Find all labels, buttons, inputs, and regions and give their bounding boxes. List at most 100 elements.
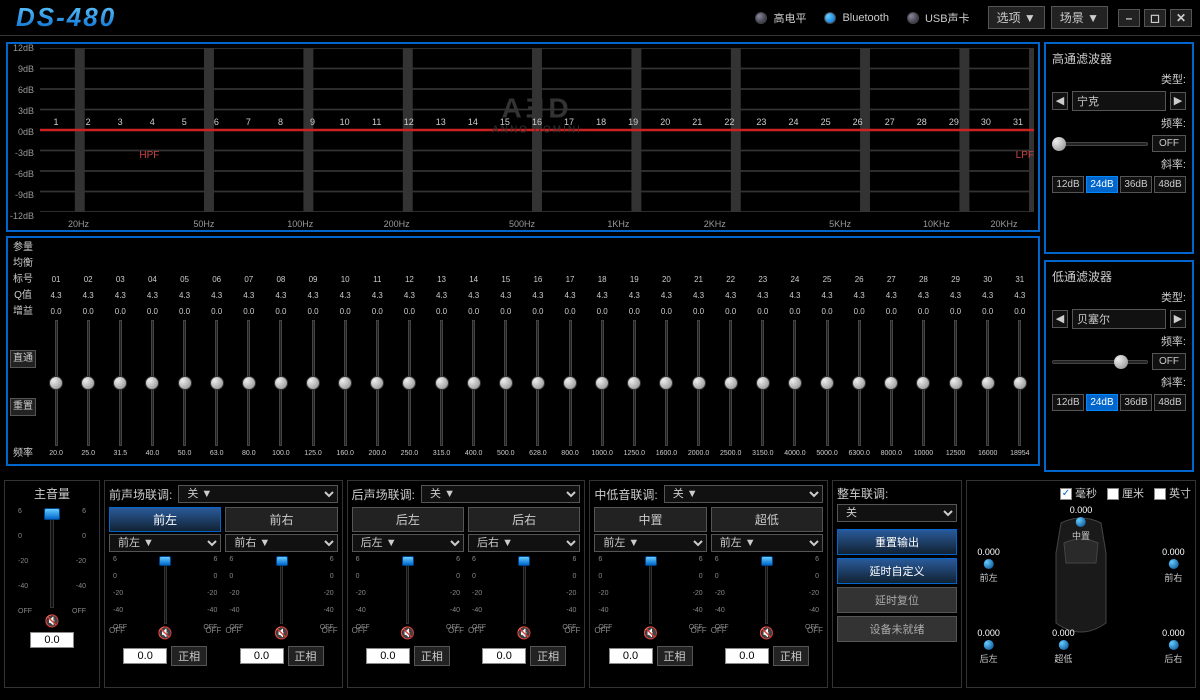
- eq-gain[interactable]: 0.0: [1014, 304, 1025, 320]
- eq-gain[interactable]: 0.0: [83, 304, 94, 320]
- band-marker[interactable]: 10: [340, 117, 350, 127]
- eq-q[interactable]: 4.3: [83, 288, 94, 304]
- eq-slider[interactable]: [72, 320, 104, 446]
- eq-freq[interactable]: 500.0: [497, 446, 515, 462]
- band-marker[interactable]: 25: [821, 117, 831, 127]
- eq-slider[interactable]: [618, 320, 650, 446]
- eq-slider[interactable]: [40, 320, 72, 446]
- eq-q[interactable]: 4.3: [693, 288, 704, 304]
- channel-value[interactable]: [609, 648, 653, 664]
- channel-value[interactable]: [240, 648, 284, 664]
- band-marker[interactable]: 12: [404, 117, 414, 127]
- group-link-select[interactable]: 关 ▼: [178, 485, 337, 503]
- eq-gain[interactable]: 0.0: [468, 304, 479, 320]
- eq-gain[interactable]: 0.0: [757, 304, 768, 320]
- eq-freq[interactable]: 6300.0: [848, 446, 869, 462]
- mute-icon[interactable]: 🔇: [759, 626, 774, 640]
- speaker-前右[interactable]: 0.000前右: [1162, 547, 1185, 584]
- eq-gain[interactable]: 0.0: [854, 304, 865, 320]
- eq-freq[interactable]: 2000.0: [688, 446, 709, 462]
- eq-slider[interactable]: [201, 320, 233, 446]
- minimize-button[interactable]: –: [1118, 9, 1140, 27]
- channel-value[interactable]: [366, 648, 410, 664]
- mute-icon[interactable]: 🔇: [9, 614, 95, 628]
- eq-slider[interactable]: [361, 320, 393, 446]
- eq-freq[interactable]: 10000: [914, 446, 933, 462]
- speaker-前左[interactable]: 0.000前左: [977, 547, 1000, 584]
- eq-q[interactable]: 4.3: [950, 288, 961, 304]
- channel-button[interactable]: 前右: [225, 507, 337, 532]
- eq-slider[interactable]: [265, 320, 297, 446]
- connection-Bluetooth[interactable]: Bluetooth: [824, 10, 888, 26]
- phase-button[interactable]: 正相: [530, 646, 566, 666]
- eq-gain[interactable]: 0.0: [725, 304, 736, 320]
- band-marker[interactable]: 8: [278, 117, 283, 127]
- lpf-slope-36dB[interactable]: 36dB: [1120, 394, 1152, 411]
- eq-freq[interactable]: 12500: [946, 446, 965, 462]
- channel-slider[interactable]: 6600-20-20-40-40OFFOFF: [711, 556, 823, 624]
- band-marker[interactable]: 30: [981, 117, 991, 127]
- eq-q[interactable]: 4.3: [532, 288, 543, 304]
- channel-button[interactable]: 超低: [711, 507, 823, 532]
- eq-freq[interactable]: 200.0: [369, 446, 387, 462]
- group-link-select[interactable]: 关 ▼: [421, 485, 580, 503]
- eq-slider[interactable]: [683, 320, 715, 446]
- channel-value[interactable]: [123, 648, 167, 664]
- phase-button[interactable]: 正相: [288, 646, 324, 666]
- band-marker[interactable]: 18: [596, 117, 606, 127]
- lpf-slope-24dB[interactable]: 24dB: [1086, 394, 1118, 411]
- eq-freq[interactable]: 315.0: [433, 446, 451, 462]
- band-marker[interactable]: 6: [214, 117, 219, 127]
- eq-freq[interactable]: 8000.0: [881, 446, 902, 462]
- band-marker[interactable]: 31: [1013, 117, 1023, 127]
- eq-slider[interactable]: [650, 320, 682, 446]
- speaker-超低[interactable]: 0.000超低: [1052, 628, 1075, 665]
- channel-slider[interactable]: 6600-20-20-40-40OFFOFF: [468, 556, 580, 624]
- phase-button[interactable]: 正相: [171, 646, 207, 666]
- channel-button[interactable]: 中置: [594, 507, 706, 532]
- eq-gain[interactable]: 0.0: [436, 304, 447, 320]
- eq-freq[interactable]: 160.0: [336, 446, 354, 462]
- eq-gain[interactable]: 0.0: [822, 304, 833, 320]
- hpf-type-prev[interactable]: ◀: [1052, 92, 1068, 110]
- eq-q[interactable]: 4.3: [340, 288, 351, 304]
- eq-q[interactable]: 4.3: [886, 288, 897, 304]
- eq-reset-button[interactable]: 重置: [10, 398, 36, 416]
- eq-slider[interactable]: [136, 320, 168, 446]
- channel-select[interactable]: 前左 ▼: [594, 534, 706, 552]
- mute-icon[interactable]: 🔇: [158, 626, 173, 640]
- eq-gain[interactable]: 0.0: [661, 304, 672, 320]
- eq-slider[interactable]: [554, 320, 586, 446]
- channel-value[interactable]: [482, 648, 526, 664]
- mute-icon[interactable]: 🔇: [643, 626, 658, 640]
- eq-slider[interactable]: [458, 320, 490, 446]
- eq-q[interactable]: 4.3: [918, 288, 929, 304]
- scene-menu[interactable]: 场景 ▼: [1051, 6, 1108, 29]
- eq-gain[interactable]: 0.0: [532, 304, 543, 320]
- eq-q[interactable]: 4.3: [275, 288, 286, 304]
- eq-freq[interactable]: 1250.0: [624, 446, 645, 462]
- band-marker[interactable]: 13: [436, 117, 446, 127]
- eq-freq[interactable]: 40.0: [146, 446, 160, 462]
- link-btn-延时自定义[interactable]: 延时自定义: [837, 558, 957, 584]
- eq-slider[interactable]: [522, 320, 554, 446]
- band-marker[interactable]: 9: [310, 117, 315, 127]
- hpf-slope-24dB[interactable]: 24dB: [1086, 176, 1118, 193]
- lpf-off[interactable]: OFF: [1152, 353, 1186, 370]
- eq-slider[interactable]: [393, 320, 425, 446]
- link-btn-延时复位[interactable]: 延时复位: [837, 587, 957, 613]
- channel-button[interactable]: 前左: [109, 507, 221, 532]
- band-marker[interactable]: 3: [118, 117, 123, 127]
- band-marker[interactable]: 4: [150, 117, 155, 127]
- channel-select[interactable]: 后左 ▼: [352, 534, 464, 552]
- band-marker[interactable]: 22: [724, 117, 734, 127]
- eq-gain[interactable]: 0.0: [372, 304, 383, 320]
- eq-freq[interactable]: 5000.0: [816, 446, 837, 462]
- eq-freq[interactable]: 628.0: [529, 446, 547, 462]
- unit-厘米[interactable]: 厘米: [1107, 485, 1144, 501]
- band-marker[interactable]: 29: [949, 117, 959, 127]
- eq-q[interactable]: 4.3: [982, 288, 993, 304]
- band-marker[interactable]: 27: [885, 117, 895, 127]
- band-marker[interactable]: 23: [756, 117, 766, 127]
- eq-gain[interactable]: 0.0: [340, 304, 351, 320]
